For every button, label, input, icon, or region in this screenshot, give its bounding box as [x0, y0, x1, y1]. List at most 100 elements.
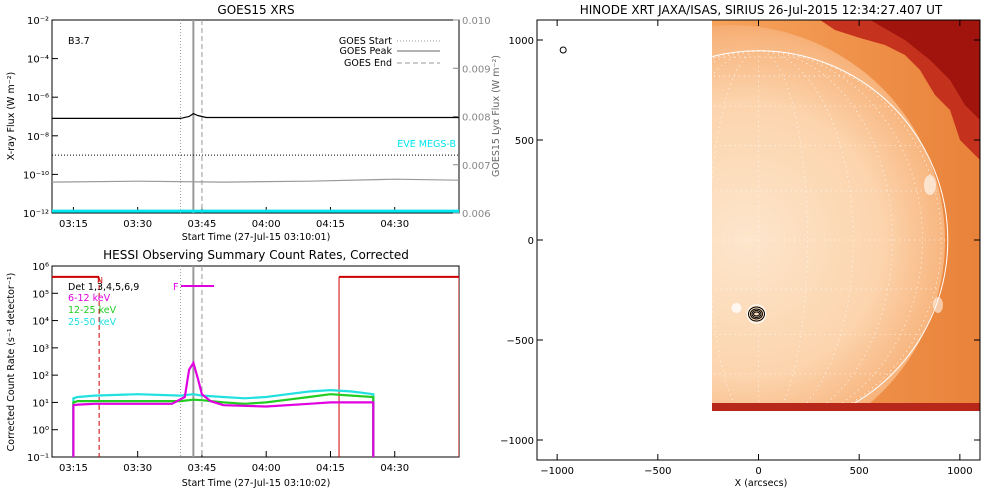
goes-series-line [52, 112, 459, 120]
hessi-y-tick-label: 10⁵ [32, 289, 49, 300]
hessi-y-tick-label: 10¹ [32, 398, 49, 409]
hessi-attenuator-state [52, 275, 459, 457]
hessi-y-tick-label: 10⁰ [32, 426, 49, 437]
hessi-x-tick-label: 04:00 [252, 463, 281, 474]
goes-y2-tick-label: 0.008 [462, 113, 491, 124]
hessi-x-tick-label: 03:15 [59, 463, 88, 474]
hessi-x-tick-label: 04:15 [316, 463, 345, 474]
xrt-bright-region-south [933, 297, 943, 313]
hessi-plot-frame [51, 265, 460, 458]
legend-12-25-kev: 12-25 keV [68, 305, 117, 316]
goes-y2-tick-label: 0.009 [462, 64, 491, 75]
xrt-x-label: X (arcsecs) [735, 478, 788, 489]
xrt-y-tick-label: 1000 [509, 36, 534, 47]
goes-x-tick-label: 04:00 [252, 219, 281, 230]
hessi-y-tick-label: 10³ [32, 344, 49, 355]
xrt-x-tick-label: 1000 [947, 466, 972, 477]
goes-eve-annotation: EVE MEGS-B [397, 139, 456, 150]
goes-legend: GOES Start GOES Peak GOES End [339, 36, 440, 69]
xrt-solar-disk [712, 25, 945, 411]
goes-x-label: Start Time (27-Jul-15 03:10:01) [182, 232, 331, 243]
goes-y2-tick-label: 0.007 [462, 161, 491, 172]
xrt-y-tick-label: 0 [528, 236, 534, 247]
xrt-x-tick-label: 500 [850, 466, 869, 477]
xrt-y-tick-label: 500 [515, 136, 534, 147]
goes-y2-tick-label: 0.010 [462, 16, 491, 27]
goes-y-tick-label: 10⁻¹⁰ [23, 170, 49, 181]
goes-y-tick-label: 10⁻⁴ [27, 55, 49, 66]
xrt-flare-contour [749, 308, 763, 320]
xrt-panel: HINODE XRT JAXA/ISAS, SIRIUS 26-Jul-2015… [500, 3, 981, 489]
hessi-series-line [72, 393, 375, 457]
goes-y-tick-label: 10⁻⁸ [27, 132, 49, 143]
xrt-darker-corner [870, 20, 980, 120]
goes-y-label: X-ray Flux (W m⁻²) [6, 72, 17, 161]
hessi-y-tick-label: 10² [32, 371, 49, 382]
xrt-longitude-line [758, 50, 893, 411]
hessi-x-tick-label: 03:45 [188, 463, 217, 474]
xrt-x-ticks: −1000 −500 0 500 1000 [540, 20, 973, 477]
hessi-event-lines [180, 266, 203, 457]
hessi-x-ticks: 03:15 03:30 03:45 04:00 04:15 04:30 [59, 451, 409, 474]
legend-6-12-kev: 6-12 keV [68, 293, 111, 304]
xrt-solar-image [712, 20, 980, 411]
hessi-title: HESSI Observing Summary Count Rates, Cor… [103, 248, 409, 262]
xrt-x-tick-label: −500 [644, 466, 671, 477]
hessi-y-ticks: 10⁶ 10⁵ 10⁴ 10³ 10² 10¹ 10⁰ 10⁻¹ [27, 262, 58, 464]
xrt-corner-marker [559, 46, 567, 54]
goes-y2-label: GOES15 Lyα Flux (W m⁻²) [491, 55, 502, 177]
goes-title: GOES15 XRS [217, 3, 294, 17]
goes-x-tick-label: 04:30 [380, 219, 409, 230]
xrt-flare-marker-circle [746, 304, 767, 324]
goes-series-line [52, 178, 459, 183]
xrt-flare-contour [752, 311, 760, 317]
xrt-x-tick-label: −1000 [540, 466, 574, 477]
hessi-x-tick-label: 04:30 [380, 463, 409, 474]
goes-x-tick-label: 03:15 [59, 219, 88, 230]
goes-class-label: B3.7 [68, 36, 90, 47]
goes-y-ticks: 10⁻² 10⁻⁴ 10⁻⁶ 10⁻⁸ 10⁻¹⁰ 10⁻¹² [23, 16, 58, 220]
xrt-title: HINODE XRT JAXA/ISAS, SIRIUS 26-Jul-2015… [580, 3, 943, 17]
xrt-flare-contours [731, 303, 767, 324]
hessi-panel: HESSI Observing Summary Count Rates, Cor… [6, 248, 460, 489]
hessi-y-tick-label: 10⁶ [32, 262, 49, 273]
hessi-detectors: Det 1,3,4,5,6,9 [68, 282, 139, 293]
hessi-y-tick-label: 10⁻¹ [27, 453, 49, 464]
goes-panel: GOES15 XRS 10⁻² 10⁻⁴ 10⁻⁶ 10⁻⁸ 10⁻¹⁰ 10⁻¹² 0.… [6, 3, 502, 243]
hessi-x-label: Start Time (27-Jul-15 03:10:02) [182, 478, 331, 489]
hessi-flag-f: F [173, 282, 178, 293]
hessi-series-line [72, 360, 375, 457]
hessi-legend: Det 1,3,4,5,6,9 6-12 keV 12-25 keV 25-50… [68, 282, 139, 328]
xrt-y-tick-label: −500 [507, 336, 534, 347]
goes-y2-tick-label: 0.006 [462, 209, 491, 220]
legend-goes-start: GOES Start [339, 36, 392, 47]
legend-goes-peak: GOES Peak [340, 46, 393, 57]
legend-goes-end: GOES End [344, 58, 392, 69]
xrt-y-ticks: 1000 500 0 −500 −1000 [500, 36, 980, 447]
xrt-longitude-line [712, 50, 759, 411]
xrt-bright-kernel [731, 303, 742, 313]
goes-event-lines [52, 20, 459, 213]
hessi-series [72, 360, 375, 457]
xrt-longitude-line [758, 50, 854, 411]
goes-plot-frame [51, 19, 460, 214]
hessi-series-line [72, 388, 375, 457]
xrt-y-tick-label: −1000 [500, 436, 534, 447]
hessi-y-label: Corrected Count Rate (s⁻¹ detector⁻¹) [6, 273, 17, 452]
xrt-flare-contour [751, 310, 762, 318]
goes-y-tick-label: 10⁻⁶ [27, 93, 49, 104]
goes-y-tick-label: 10⁻¹² [23, 209, 49, 220]
xrt-bottom-edge [712, 403, 980, 411]
hessi-x-tick-label: 03:30 [123, 463, 152, 474]
hessi-y-tick-label: 10⁴ [32, 317, 49, 328]
xrt-flare-contour [747, 306, 765, 322]
goes-x-tick-label: 03:30 [123, 219, 152, 230]
xrt-bright-region-east [924, 175, 936, 195]
goes-series [52, 112, 459, 213]
goes-y-tick-label: 10⁻² [27, 16, 49, 27]
xrt-x-tick-label: 0 [755, 466, 761, 477]
legend-25-50-kev: 25-50 keV [68, 317, 117, 328]
goes-x-tick-label: 03:45 [188, 219, 217, 230]
hessi-flag-n: N [97, 276, 103, 285]
